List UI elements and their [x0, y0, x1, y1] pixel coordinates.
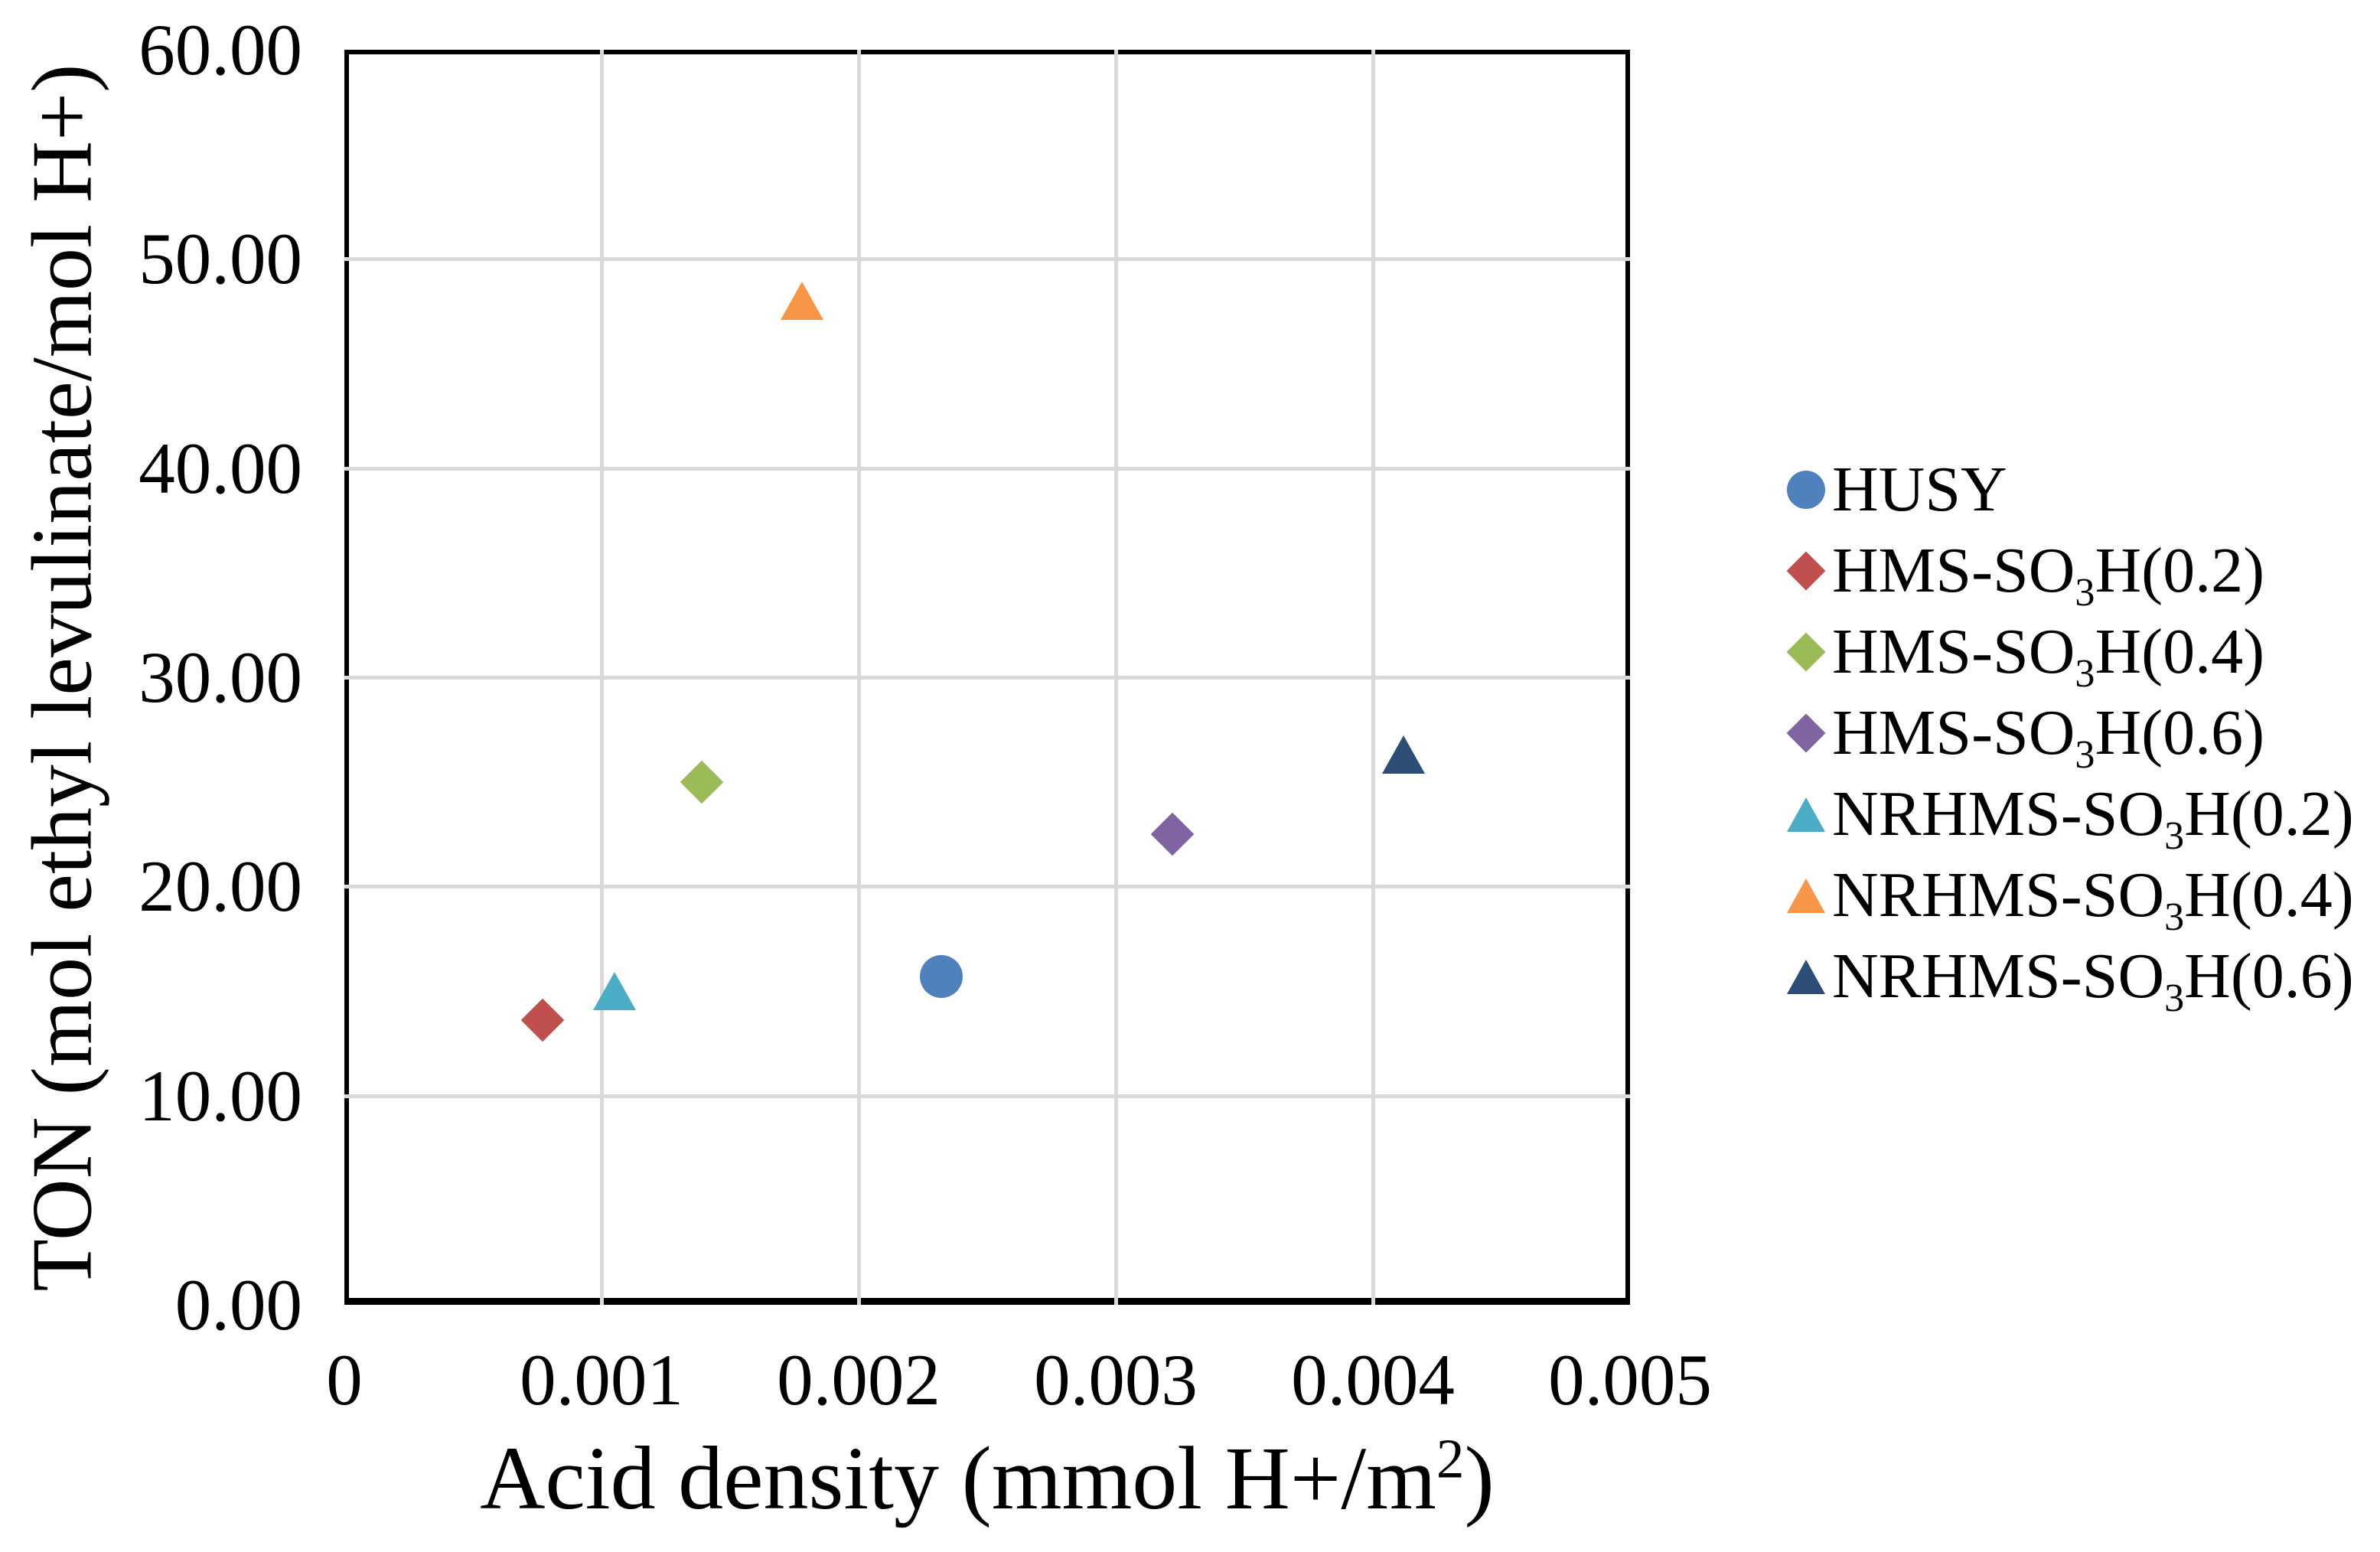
- legend-marker-box: [1785, 855, 1832, 936]
- legend-marker-box: [1785, 936, 1832, 1017]
- h-gridline-30: [344, 676, 1630, 680]
- legend-marker-HMS-SO3H(0.4): [1786, 632, 1826, 672]
- legend-label-subscript: 3: [2075, 732, 2095, 777]
- v-gridline-0.002: [857, 50, 861, 1305]
- legend-label: HMS-SO3H(0.2): [1832, 530, 2265, 612]
- x-axis-title: Acid density (mmol H+/m2): [337, 1425, 1638, 1532]
- y-tick-label-60.00: 60.00: [139, 9, 302, 90]
- y-tick-label-0.00: 0.00: [174, 1264, 302, 1345]
- legend-label-suffix: H(0.6): [2095, 697, 2265, 768]
- legend-label-suffix: H(0.4): [2184, 859, 2354, 931]
- legend-marker-box: [1785, 449, 1832, 530]
- x-tick-label-0.003: 0.003: [1034, 1339, 1198, 1420]
- data-point-NRHMS-SO3H(0.2): [592, 972, 636, 1010]
- legend-marker-NRHMS-SO3H(0.6): [1787, 959, 1825, 994]
- legend-item-NRHMS-SO3H(0.2): NRHMS-SO3H(0.2): [1785, 774, 2354, 858]
- legend-marker-box: [1785, 530, 1832, 611]
- legend-label: NRHMS-SO3H(0.6): [1832, 936, 2354, 1020]
- data-point-NRHMS-SO3H(0.6): [1382, 735, 1426, 774]
- legend-label-text: HMS-SO: [1832, 616, 2075, 687]
- y-tick-label-30.00: 30.00: [139, 637, 302, 718]
- x-tick-label-0.002: 0.002: [777, 1339, 941, 1420]
- y-tick-label-10.00: 10.00: [139, 1055, 302, 1136]
- legend-label-subscript: 3: [2164, 813, 2185, 858]
- legend-label-text: NRHMS-SO: [1832, 859, 2165, 931]
- v-gridline-0.003: [1114, 50, 1118, 1305]
- legend-marker-NRHMS-SO3H(0.4): [1787, 878, 1825, 913]
- legend-marker-box: [1785, 774, 1832, 855]
- h-gridline-40: [344, 466, 1630, 471]
- y-tick-label-40.00: 40.00: [139, 427, 302, 509]
- legend-label-suffix: H(0.6): [2184, 941, 2354, 1012]
- legend-label: NRHMS-SO3H(0.4): [1832, 855, 2354, 939]
- data-point-NRHMS-SO3H(0.4): [781, 282, 824, 320]
- legend-label-text: HUSY: [1832, 454, 2007, 525]
- data-point-HUSY: [919, 954, 963, 998]
- legend-label-subscript: 3: [2164, 976, 2185, 1020]
- y-tick-label-50.00: 50.00: [139, 218, 302, 300]
- legend-label-suffix: H(0.2): [2184, 778, 2354, 849]
- legend-item-NRHMS-SO3H(0.4): NRHMS-SO3H(0.4): [1785, 855, 2354, 939]
- legend-item-HMS-SO3H(0.4): HMS-SO3H(0.4): [1785, 611, 2264, 693]
- legend-label-suffix: H(0.2): [2095, 535, 2265, 606]
- legend-marker-NRHMS-SO3H(0.2): [1787, 797, 1825, 832]
- x-tick-label-0.001: 0.001: [520, 1339, 683, 1420]
- legend-item-NRHMS-SO3H(0.6): NRHMS-SO3H(0.6): [1785, 936, 2354, 1020]
- legend-label-subscript: 3: [2075, 651, 2095, 696]
- legend-label-text: HMS-SO: [1832, 697, 2075, 768]
- legend-marker-box: [1785, 693, 1832, 774]
- legend-label-text: HMS-SO: [1832, 535, 2075, 606]
- legend-label: NRHMS-SO3H(0.2): [1832, 774, 2354, 858]
- x-axis-title-superscript: 2: [1436, 1427, 1465, 1490]
- legend-item-HMS-SO3H(0.2): HMS-SO3H(0.2): [1785, 530, 2265, 612]
- legend-marker-HMS-SO3H(0.6): [1786, 713, 1826, 753]
- h-gridline-10: [344, 1094, 1630, 1098]
- legend-label-text: NRHMS-SO: [1832, 778, 2165, 849]
- legend-label: HMS-SO3H(0.6): [1832, 693, 2264, 774]
- legend-marker-box: [1785, 611, 1832, 693]
- legend-marker-HUSY: [1787, 471, 1825, 509]
- x-tick-label-0.005: 0.005: [1548, 1339, 1712, 1420]
- h-gridline-20: [344, 885, 1630, 889]
- v-gridline-0.001: [600, 50, 604, 1305]
- legend-label-subscript: 3: [2075, 570, 2095, 615]
- legend-label: HMS-SO3H(0.4): [1832, 611, 2264, 693]
- legend-item-HUSY: HUSY: [1785, 449, 2007, 530]
- v-gridline-0.004: [1371, 50, 1375, 1305]
- x-tick-label-0: 0: [326, 1339, 363, 1420]
- legend-marker-HMS-SO3H(0.2): [1786, 551, 1826, 591]
- legend-label-subscript: 3: [2164, 895, 2185, 939]
- legend-label: HUSY: [1832, 449, 2007, 530]
- legend-label-text: NRHMS-SO: [1832, 941, 2165, 1012]
- y-tick-label-20.00: 20.00: [139, 846, 302, 928]
- x-axis-title-text: Acid density (mmol H+/m: [480, 1428, 1436, 1528]
- x-tick-label-0.004: 0.004: [1291, 1339, 1455, 1420]
- legend-item-HMS-SO3H(0.6): HMS-SO3H(0.6): [1785, 693, 2264, 774]
- legend-label-suffix: H(0.4): [2095, 616, 2265, 687]
- h-gridline-50: [344, 257, 1630, 262]
- x-axis-title-close: ): [1464, 1428, 1495, 1528]
